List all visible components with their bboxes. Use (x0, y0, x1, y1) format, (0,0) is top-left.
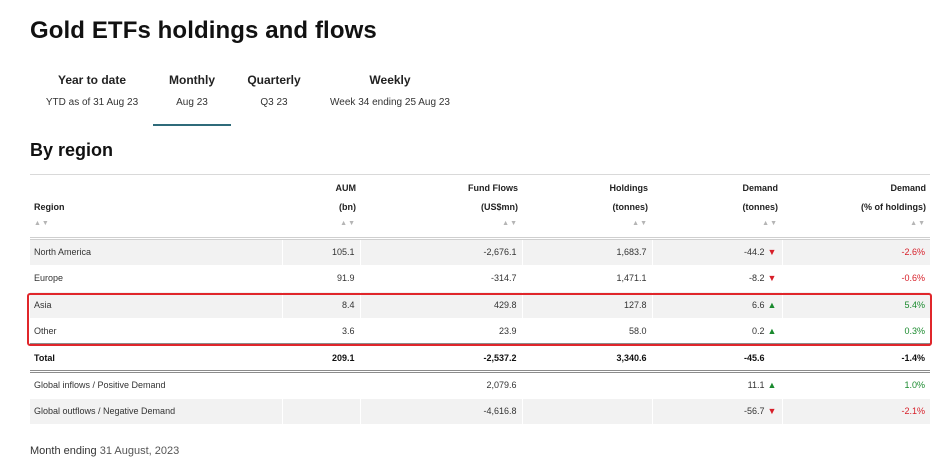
sort-icon[interactable]: ▲▼ (632, 220, 648, 227)
global-label: Global outflows / Negative Demand (30, 398, 282, 425)
aum-total: 209.1 (281, 343, 360, 373)
holdings-value: 127.8 (521, 291, 652, 319)
tab-sublabel: YTD as of 31 Aug 23 (45, 97, 139, 108)
demand-cell: 6.6 ▲ (651, 291, 782, 319)
fund-flows-value: -314.7 (359, 265, 522, 292)
up-arrow-icon: ▲ (767, 380, 777, 391)
fund-flows-value: -4,616.8 (359, 398, 522, 425)
holdings-value: 1,683.7 (521, 238, 652, 266)
up-arrow-icon: ▲ (767, 325, 777, 336)
demand-value: -44.2 (743, 247, 765, 258)
table-row: Europe 91.9 -314.7 1,471.1 -8.2 ▼ -0.6% (30, 265, 930, 292)
global-label: Global inflows / Positive Demand (30, 371, 282, 399)
section-title: By region (30, 140, 114, 160)
fund-flows-value: 2,079.6 (359, 371, 522, 399)
table-row: Asia 8.4 429.8 127.8 6.6 ▲ 5.4% (30, 291, 930, 319)
holdings-value: 58.0 (521, 318, 652, 345)
table-header-row: Region ▲▼ AUM (bn) ▲▼ Fund Flows (US$mn)… (30, 174, 930, 239)
sort-icon[interactable]: ▲▼ (502, 220, 518, 227)
region-name: Other (30, 318, 282, 345)
sort-icon[interactable]: ▲▼ (34, 220, 50, 227)
total-label: Total (30, 343, 282, 373)
column-header-demand-pct[interactable]: Demand (% of holdings) ▲▼ (782, 175, 930, 239)
table-row: North America 105.1 -2,676.1 1,683.7 -44… (30, 238, 930, 266)
down-arrow-icon: ▼ (767, 273, 777, 284)
tab-label: Year to date (57, 73, 127, 87)
demand-value: 0.2 (751, 325, 765, 336)
aum-value: 91.9 (281, 265, 360, 292)
region-name: North America (30, 238, 282, 266)
aum-value: 105.1 (281, 238, 360, 266)
column-header-region[interactable]: Region ▲▼ (30, 175, 282, 239)
table-row: Global inflows / Positive Demand 2,079.6… (30, 371, 930, 399)
column-header-demand[interactable]: Demand (tonnes) ▲▼ (652, 175, 782, 239)
tab-label: Weekly (369, 73, 411, 87)
demand-value: 11.1 (747, 380, 765, 391)
footnote: Month ending 31 August, 2023 (30, 445, 179, 457)
tab-sublabel: Week 34 ending 25 Aug 23 (330, 97, 450, 108)
demand-value: 6.6 (751, 299, 765, 310)
region-table: Region ▲▼ AUM (bn) ▲▼ Fund Flows (US$mn)… (30, 174, 930, 425)
sort-icon[interactable]: ▲▼ (910, 220, 926, 227)
table-row: Other 3.6 23.9 58.0 0.2 ▲ 0.3% (30, 318, 930, 345)
fund-flows-value: -2,676.1 (359, 238, 522, 266)
tab-sublabel: Q3 23 (260, 97, 288, 108)
holdings-total: 3,340.6 (521, 343, 652, 373)
demand-pct-value: -0.6% (781, 265, 930, 292)
demand-cell: 0.2 ▲ (651, 318, 782, 345)
demand-pct-value: -2.1% (781, 398, 930, 425)
demand-total-cell: -45.6 (651, 343, 782, 373)
tab-quarterly[interactable]: Quarterly Q3 23 (235, 62, 313, 126)
demand-pct-total: -1.4% (781, 343, 930, 373)
up-arrow-icon: ▲ (767, 299, 777, 310)
region-name: Asia (30, 291, 282, 319)
demand-cell: -8.2 ▼ (651, 265, 782, 292)
demand-pct-value: 0.3% (781, 318, 930, 345)
demand-cell: -44.2 ▼ (651, 238, 782, 266)
demand-total: -45.6 (743, 353, 765, 363)
table-row: Global outflows / Negative Demand -4,616… (30, 398, 930, 425)
tab-monthly[interactable]: Monthly Aug 23 (153, 62, 231, 126)
page-title: Gold ETFs holdings and flows (30, 17, 377, 44)
tab-label: Quarterly (247, 73, 301, 87)
fund-flows-value: 429.8 (359, 291, 522, 319)
column-header-fund-flows[interactable]: Fund Flows (US$mn) ▲▼ (360, 175, 522, 239)
column-header-holdings[interactable]: Holdings (tonnes) ▲▼ (522, 175, 652, 239)
down-arrow-icon: ▼ (767, 247, 777, 258)
demand-value: -56.7 (743, 406, 765, 417)
demand-pct-value: -2.6% (781, 238, 930, 266)
column-header-aum[interactable]: AUM (bn) ▲▼ (282, 175, 360, 239)
demand-value: -8.2 (748, 273, 765, 284)
tab-weekly[interactable]: Weekly Week 34 ending 25 Aug 23 (320, 62, 460, 126)
down-arrow-icon: ▼ (767, 406, 777, 417)
aum-value: 8.4 (281, 291, 360, 319)
tab-year-to-date[interactable]: Year to date YTD as of 31 Aug 23 (30, 62, 154, 126)
footnote-label: Month ending (30, 445, 97, 457)
holdings-value: 1,471.1 (521, 265, 652, 292)
total-row: Total 209.1 -2,537.2 3,340.6 -45.6 -1.4% (30, 343, 930, 373)
period-tabs: Year to date YTD as of 31 Aug 23 Monthly… (30, 62, 500, 126)
region-name: Europe (30, 265, 282, 292)
aum-value: 3.6 (281, 318, 360, 345)
demand-pct-value: 5.4% (781, 291, 930, 319)
tab-label: Monthly (169, 73, 215, 87)
fund-flows-value: 23.9 (359, 318, 522, 345)
tab-sublabel: Aug 23 (176, 97, 208, 108)
footnote-date: 31 August, 2023 (99, 445, 180, 457)
demand-cell: -56.7 ▼ (651, 398, 782, 425)
sort-icon[interactable]: ▲▼ (762, 220, 778, 227)
demand-cell: 11.1 ▲ (651, 371, 782, 399)
sort-icon[interactable]: ▲▼ (340, 220, 356, 227)
fund-flows-total: -2,537.2 (359, 343, 522, 373)
demand-pct-value: 1.0% (781, 371, 930, 399)
